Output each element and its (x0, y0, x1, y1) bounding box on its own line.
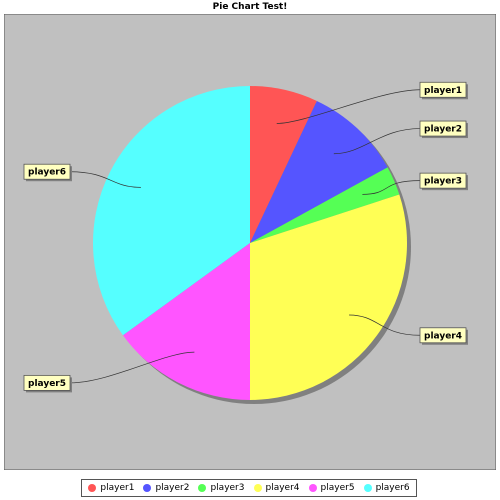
legend-swatch-player5 (308, 484, 317, 492)
label-box-player4 (419, 327, 467, 344)
label-box-player3 (419, 172, 467, 189)
pie-slices (92, 86, 407, 401)
label-leader-player1 (276, 89, 421, 124)
pie-slice-player1[interactable] (250, 86, 317, 243)
pie-slice-player4[interactable] (250, 194, 407, 400)
legend-label-player6: player6 (375, 483, 410, 493)
slice-label-player5: player5 (28, 379, 66, 389)
legend-label-player2: player2 (155, 483, 190, 493)
label-leader-player4 (349, 314, 421, 336)
legend-label-player1: player1 (100, 483, 135, 493)
plot-area: player1 player2 player3 player4 player5 playe… (4, 14, 496, 470)
legend-swatch-player6 (363, 484, 372, 492)
slice-label-player1: player1 (424, 86, 462, 96)
label-box-player1 (419, 81, 467, 98)
chart-title: Pie Chart Test! (212, 2, 288, 12)
label-box-player5 (23, 374, 71, 391)
legend-item-player4: player4 (253, 483, 300, 493)
slice-label-player4: player4 (424, 331, 462, 341)
legend-swatch-player1 (88, 484, 97, 492)
label-leader-player6 (69, 171, 141, 188)
label-box-player2 (419, 120, 467, 137)
legend-swatch-player2 (143, 484, 152, 492)
slice-label-player2: player2 (424, 125, 462, 135)
legend-label-player3: player3 (210, 483, 245, 493)
label-leader-player3 (362, 180, 421, 195)
legend-item-player6: player6 (363, 483, 410, 493)
legend-label-player5: player5 (320, 483, 355, 493)
slice-label-player6: player6 (28, 168, 66, 178)
pie-slice-player3[interactable] (250, 167, 400, 243)
legend: player1 player2 player3 player4 player5 playe… (81, 479, 417, 497)
legend-swatch-player4 (253, 484, 262, 492)
pie-slice-player2[interactable] (250, 100, 388, 243)
label-leader-player2 (333, 128, 421, 155)
slice-label-player3: player3 (424, 177, 462, 187)
legend-label-player4: player4 (265, 483, 300, 493)
legend-item-player2: player2 (143, 483, 189, 493)
legend-swatch-player3 (198, 484, 207, 492)
legend-item-player3: player3 (198, 483, 245, 493)
pie-slice-player6[interactable] (92, 86, 250, 336)
slice-labels: player1 player2 player3 player4 player5 playe… (23, 81, 468, 393)
legend-item-player1: player1 (88, 483, 134, 493)
legend-item-player5: player5 (308, 483, 355, 493)
label-box-player6 (23, 163, 71, 180)
label-leader-player5 (69, 351, 195, 384)
